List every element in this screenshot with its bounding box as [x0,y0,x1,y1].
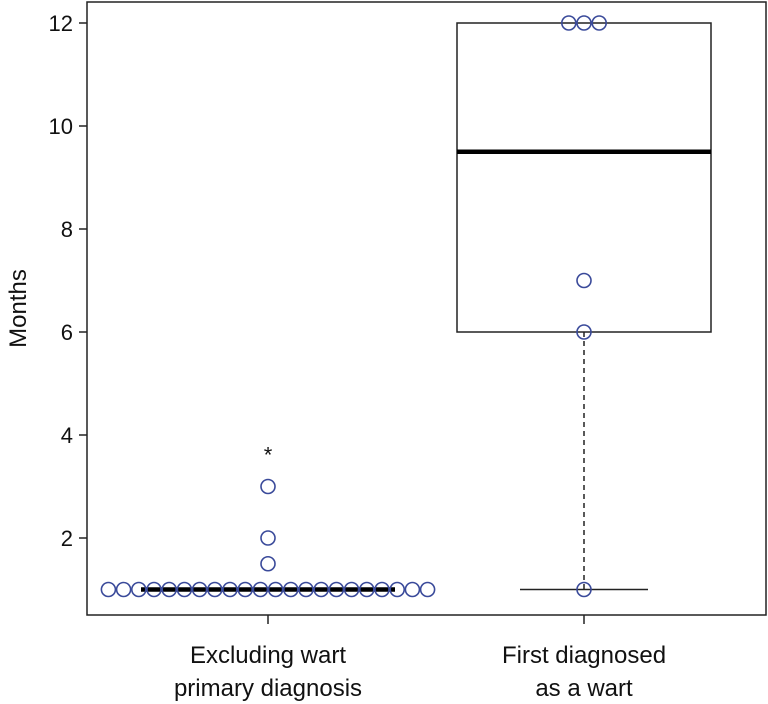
y-tick-label: 8 [61,217,73,242]
box-groups: Excluding wart primary diagnosis * First di… [100,15,712,702]
data-point [146,581,162,598]
data-point [298,581,314,598]
data-point [260,478,276,495]
data-point [131,581,147,598]
x-category-label: First diagnosed [502,642,666,669]
data-point [576,15,592,31]
data-point [560,15,577,31]
data-point [576,324,592,340]
data-point [115,581,132,598]
x-category-label: Excluding wart [190,642,346,669]
outlier-annotation: * [264,442,273,467]
data-point [576,272,592,289]
data-point [207,581,223,598]
data-point [389,581,406,598]
y-tick-label: 10 [49,114,73,139]
data-point [343,581,360,598]
box-iqr [456,22,712,333]
data-point [591,15,608,31]
data-point [404,581,421,598]
x-category-label: primary diagnosis [174,675,362,702]
y-tick-label: 4 [61,423,73,448]
box-group: Excluding wart primary diagnosis * [100,442,436,702]
y-tick-label: 6 [61,320,73,345]
data-point [222,581,238,598]
data-point [191,581,208,598]
data-point [419,581,436,598]
data-point [161,581,177,598]
box-group: First diagnosed as a wart [456,15,712,702]
y-tick-label: 12 [49,11,73,36]
y-axis: 2 4 6 8 10 12 [49,11,87,551]
data-point [328,581,345,598]
x-category-label: as a wart [535,675,633,702]
y-tick-label: 2 [61,526,73,551]
y-axis-title: Months [5,269,32,348]
data-point [267,581,284,598]
data-point [576,581,592,598]
data-point [237,581,253,598]
data-point [100,581,117,598]
data-point [260,555,276,572]
data-point [282,581,299,598]
data-point [176,581,193,598]
data-point [358,581,375,598]
data-point [313,581,330,598]
data-point [374,581,390,598]
data-point [260,530,276,546]
plot-frame [86,1,767,616]
data-point [252,581,269,598]
